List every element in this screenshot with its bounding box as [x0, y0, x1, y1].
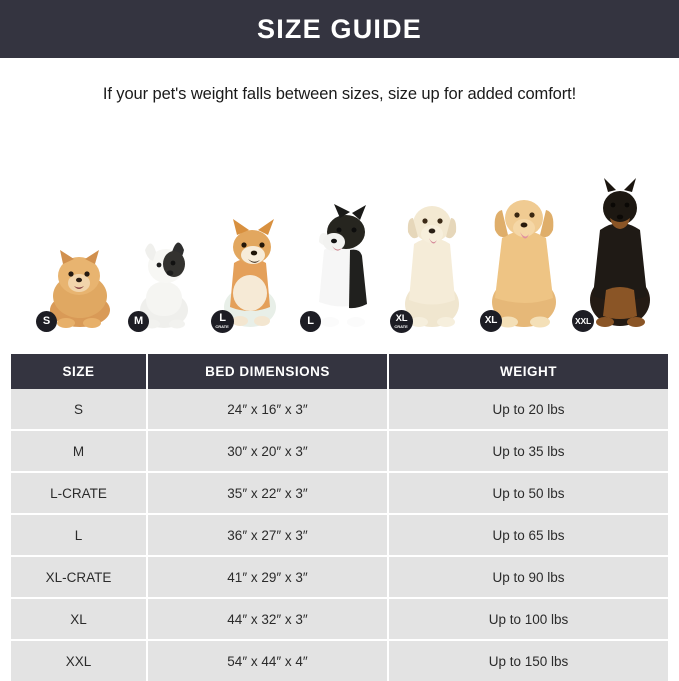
size-table-container: SIZE BED DIMENSIONS WEIGHT S 24″ x 16″ x… [11, 354, 668, 681]
cell-weight: Up to 35 lbs [388, 430, 668, 473]
dog-size-illustrations: S M [8, 130, 671, 333]
border-collie-illustration: L [294, 202, 386, 332]
cell-dimensions: 24″ x 16″ x 3″ [147, 389, 389, 431]
table-header-row: SIZE BED DIMENSIONS WEIGHT [11, 354, 668, 389]
golden-retriever-illustration: XL [476, 190, 572, 332]
cell-size: L-CRATE [11, 472, 148, 515]
size-badge-l-crate-label: L [219, 312, 226, 325]
pomeranian-illustration: S [30, 238, 122, 332]
cell-size: XXL [11, 640, 148, 681]
table-row: XL 44″ x 32″ x 3″ Up to 100 lbs [11, 598, 668, 641]
size-badge-s: S [36, 311, 57, 332]
cell-dimensions: 44″ x 32″ x 3″ [147, 598, 389, 641]
size-badge-xl-label: XL [484, 315, 498, 326]
dog-cell-l-crate: L CRATE [206, 202, 294, 333]
dog-cell-s: S [30, 225, 122, 332]
cell-size: XL-CRATE [11, 556, 148, 599]
cell-weight: Up to 65 lbs [388, 514, 668, 557]
size-badge-s-label: S [42, 315, 51, 327]
cell-dimensions: 35″ x 22″ x 3″ [147, 472, 389, 515]
cell-size: M [11, 430, 148, 473]
subtitle-text: If your pet's weight falls between sizes… [102, 84, 577, 103]
table-row: L 36″ x 27″ x 3″ Up to 65 lbs [11, 514, 668, 557]
size-badge-xl-crate: XL CRATE [390, 310, 413, 333]
cell-size: XL [11, 598, 148, 641]
dog-cell-l: L [294, 190, 386, 332]
labrador-retriever-illustration: XL CRATE [386, 196, 476, 333]
table-row: L-CRATE 35″ x 22″ x 3″ Up to 50 lbs [11, 472, 668, 515]
size-guide-table: SIZE BED DIMENSIONS WEIGHT S 24″ x 16″ x… [11, 354, 668, 681]
cell-dimensions: 54″ x 44″ x 4″ [147, 640, 389, 681]
french-bulldog-illustration: M [122, 230, 204, 332]
size-badge-m-label: M [134, 315, 143, 327]
cell-size: S [11, 389, 148, 431]
size-badge-xl-crate-sublabel: CRATE [394, 323, 409, 329]
column-header-size: SIZE [11, 354, 148, 389]
dog-cell-xl: XL [476, 178, 572, 332]
size-badge-l: L [300, 311, 321, 332]
cell-weight: Up to 150 lbs [388, 640, 668, 681]
cell-size: L [11, 514, 148, 557]
header-bar: SIZE GUIDE [0, 0, 679, 58]
dog-cell-xxl: XXL [572, 165, 668, 332]
subtitle-section: If your pet's weight falls between sizes… [0, 58, 679, 130]
size-badge-l-crate: L CRATE [211, 310, 234, 333]
column-header-bed-dimensions: BED DIMENSIONS [147, 354, 389, 389]
size-badge-l-crate-sublabel: CRATE [215, 324, 230, 330]
size-badge-xl-crate-label: XL [395, 313, 408, 325]
size-badge-xxl-label: XXL [575, 315, 591, 326]
table-body: S 24″ x 16″ x 3″ Up to 20 lbs M 30″ x 20… [11, 389, 668, 681]
column-header-weight: WEIGHT [388, 354, 668, 389]
size-badge-m: M [128, 311, 149, 332]
doberman-illustration: XXL [572, 178, 668, 332]
size-badge-l-label: L [307, 315, 314, 327]
cell-weight: Up to 100 lbs [388, 598, 668, 641]
size-badge-xxl: XXL [572, 310, 594, 332]
table-row: M 30″ x 20″ x 3″ Up to 35 lbs [11, 430, 668, 473]
cell-weight: Up to 50 lbs [388, 472, 668, 515]
cell-weight: Up to 20 lbs [388, 389, 668, 431]
table-header: SIZE BED DIMENSIONS WEIGHT [11, 354, 668, 389]
shiba-inu-illustration: L CRATE [206, 215, 294, 333]
cell-dimensions: 41″ x 29″ x 3″ [147, 556, 389, 599]
table-row: XL-CRATE 41″ x 29″ x 3″ Up to 90 lbs [11, 556, 668, 599]
cell-weight: Up to 90 lbs [388, 556, 668, 599]
cell-dimensions: 30″ x 20″ x 3″ [147, 430, 389, 473]
dog-cell-m: M [122, 215, 204, 332]
dog-cell-xl-crate: XL CRATE [386, 184, 476, 333]
table-row: XXL 54″ x 44″ x 4″ Up to 150 lbs [11, 640, 668, 681]
cell-dimensions: 36″ x 27″ x 3″ [147, 514, 389, 557]
page-title: SIZE GUIDE [256, 13, 423, 44]
size-badge-xl: XL [480, 310, 502, 332]
table-row: S 24″ x 16″ x 3″ Up to 20 lbs [11, 389, 668, 431]
